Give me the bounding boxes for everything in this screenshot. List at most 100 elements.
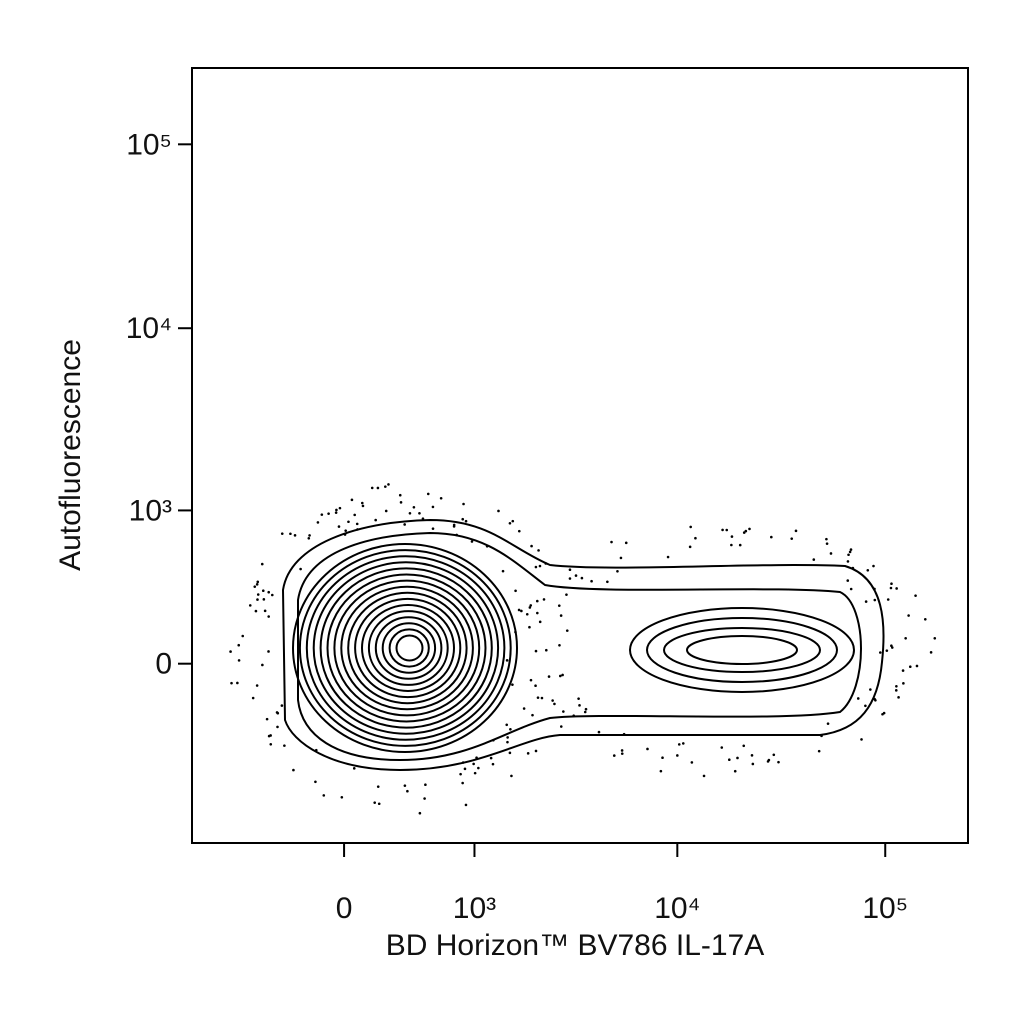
event-dot xyxy=(577,697,580,700)
event-dot xyxy=(544,562,548,565)
event-dot xyxy=(509,727,512,731)
event-dot xyxy=(431,527,435,530)
event-dot xyxy=(557,604,561,607)
event-dot xyxy=(475,756,478,760)
event-dot xyxy=(337,525,341,528)
event-dot xyxy=(725,528,729,532)
event-dot xyxy=(267,650,270,653)
event-dot xyxy=(370,486,374,490)
event-dot xyxy=(485,544,489,548)
event-dot xyxy=(403,523,406,526)
event-dot xyxy=(730,543,733,547)
contour xyxy=(312,561,500,735)
event-dot xyxy=(736,756,739,760)
event-dot xyxy=(462,502,465,506)
event-dot xyxy=(688,545,692,549)
event-dot xyxy=(260,562,264,566)
event-dot xyxy=(517,608,521,612)
event-dot xyxy=(659,769,663,773)
event-dot xyxy=(748,527,751,531)
event-dot xyxy=(547,675,551,678)
event-dot xyxy=(511,683,514,686)
event-dot xyxy=(590,579,593,583)
event-dot xyxy=(280,532,284,535)
event-dot xyxy=(262,598,266,601)
event-dot xyxy=(889,586,893,590)
event-dot xyxy=(308,534,311,537)
event-dot xyxy=(314,748,318,752)
event-dot xyxy=(559,725,563,728)
x-tick-label: 10⁵ xyxy=(862,892,908,925)
event-dot xyxy=(470,540,474,543)
event-dot xyxy=(263,609,267,613)
event-dot xyxy=(619,556,623,560)
event-dot xyxy=(849,548,853,551)
event-dot xyxy=(694,536,697,540)
event-dot xyxy=(307,536,311,540)
event-dot xyxy=(408,511,412,515)
event-dot xyxy=(529,678,533,682)
event-dot xyxy=(681,742,685,745)
event-dot xyxy=(616,570,619,573)
event-dot xyxy=(398,493,402,497)
event-dot xyxy=(269,734,272,737)
event-dot xyxy=(829,552,833,555)
event-dot xyxy=(538,620,542,624)
contour xyxy=(646,617,838,683)
event-dot xyxy=(790,537,794,540)
event-dot xyxy=(511,519,515,523)
event-dot xyxy=(727,758,731,762)
event-dot xyxy=(661,756,664,760)
event-dot xyxy=(895,684,898,688)
event-dot xyxy=(721,528,724,532)
event-dot xyxy=(280,704,284,707)
event-dot xyxy=(322,794,326,797)
event-dot xyxy=(612,754,616,757)
event-dot xyxy=(506,736,509,739)
event-dot xyxy=(528,625,531,629)
event-dot xyxy=(237,643,241,647)
event-dot xyxy=(886,598,890,601)
event-dot xyxy=(344,529,347,532)
event-dot xyxy=(873,598,877,602)
event-dot xyxy=(742,744,746,748)
event-dot xyxy=(534,565,538,569)
event-dot xyxy=(901,669,905,672)
event-dot xyxy=(559,614,563,617)
event-dot xyxy=(720,746,724,749)
event-dot xyxy=(646,747,649,751)
event-dot xyxy=(361,504,365,508)
x-tick-label: 10⁴ xyxy=(654,892,700,925)
event-dot xyxy=(568,577,572,580)
event-dot xyxy=(387,483,390,486)
event-dot xyxy=(620,752,624,755)
event-dot xyxy=(248,604,252,607)
event-dot xyxy=(878,651,882,654)
event-dot xyxy=(751,762,755,766)
event-dot xyxy=(439,496,443,500)
event-dot xyxy=(510,774,513,778)
event-dot xyxy=(253,585,257,588)
event-dot xyxy=(421,517,425,521)
event-dot xyxy=(874,699,877,702)
event-dot xyxy=(327,512,330,515)
event-dot xyxy=(666,555,670,559)
event-dot xyxy=(531,713,534,717)
event-dot xyxy=(431,505,435,509)
event-dot xyxy=(794,529,798,533)
event-dot xyxy=(544,648,548,652)
event-dot xyxy=(529,604,533,607)
event-dot xyxy=(820,734,823,738)
event-dot xyxy=(562,710,565,713)
event-dot xyxy=(738,543,742,547)
contour xyxy=(361,604,455,692)
event-dot xyxy=(534,684,537,688)
event-dot xyxy=(335,508,338,512)
event-dot xyxy=(505,723,509,727)
event-dot xyxy=(418,511,421,515)
event-dot xyxy=(275,711,279,714)
event-dot xyxy=(505,659,509,662)
event-dot xyxy=(528,606,532,609)
event-dot xyxy=(376,785,380,788)
event-dot xyxy=(489,756,493,760)
